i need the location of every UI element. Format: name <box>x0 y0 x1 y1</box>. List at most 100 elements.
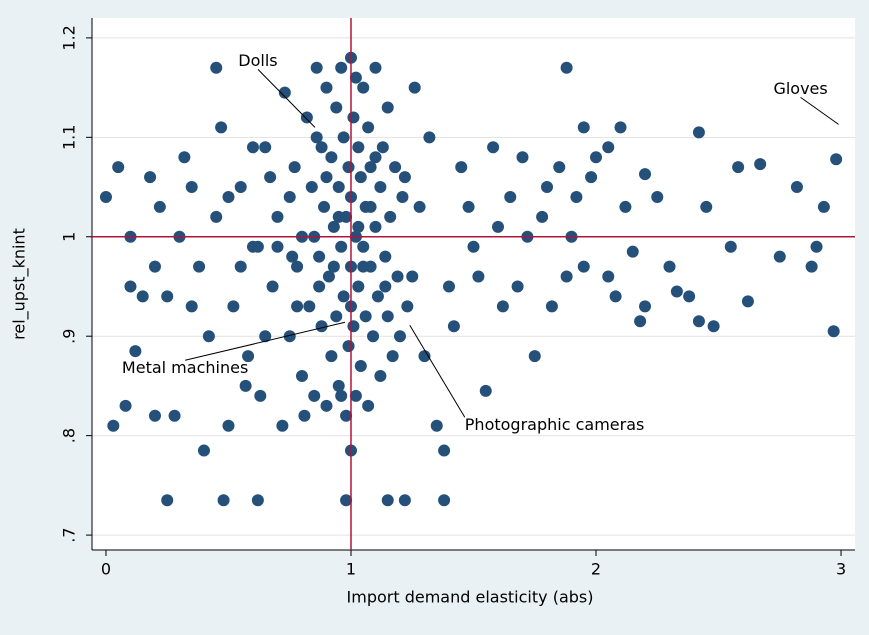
point <box>359 310 372 323</box>
point <box>325 151 338 164</box>
point <box>327 260 340 273</box>
point <box>379 250 392 263</box>
point <box>320 171 333 184</box>
point <box>447 320 460 333</box>
point <box>161 494 174 507</box>
point <box>352 220 365 233</box>
y-tick-label: 1.2 <box>60 25 79 50</box>
point <box>325 350 338 363</box>
point <box>455 161 468 174</box>
point <box>318 200 331 213</box>
point <box>197 444 210 457</box>
point <box>384 210 397 223</box>
point <box>327 220 340 233</box>
point <box>340 494 353 507</box>
point <box>347 320 360 333</box>
point <box>364 161 377 174</box>
point <box>511 280 524 293</box>
point <box>376 141 389 154</box>
point <box>283 190 296 203</box>
point <box>692 126 705 139</box>
point <box>337 290 350 303</box>
x-axis-label: Import demand elasticity (abs) <box>347 588 594 607</box>
y-tick-label: 1.1 <box>60 125 79 150</box>
point <box>283 330 296 343</box>
point <box>239 379 252 392</box>
point <box>374 369 387 382</box>
x-tick-label: 2 <box>591 560 601 579</box>
point <box>773 250 786 263</box>
point <box>438 444 451 457</box>
point <box>303 300 316 313</box>
point <box>266 280 279 293</box>
point <box>295 369 308 382</box>
point <box>386 350 399 363</box>
point <box>148 409 161 422</box>
point <box>332 210 345 223</box>
point <box>129 345 142 358</box>
point <box>626 245 639 258</box>
point <box>215 121 228 134</box>
point <box>349 71 362 84</box>
point <box>369 220 382 233</box>
point <box>320 81 333 94</box>
point <box>347 111 360 124</box>
point <box>364 200 377 213</box>
point <box>391 270 404 283</box>
point <box>790 181 803 194</box>
point <box>663 260 676 273</box>
point <box>614 121 627 134</box>
point <box>381 494 394 507</box>
point <box>202 330 215 343</box>
y-tick-label: 1 <box>60 232 79 242</box>
y-axis-label: rel_upst_knint <box>10 228 30 340</box>
point <box>570 190 583 203</box>
annotation: Gloves <box>773 79 827 98</box>
point <box>724 240 737 253</box>
point <box>246 141 259 154</box>
point <box>707 320 720 333</box>
point <box>305 181 318 194</box>
point <box>193 260 206 273</box>
point <box>144 171 157 184</box>
point <box>362 121 375 134</box>
plot-area <box>92 18 855 550</box>
annotation-leader <box>184 321 346 361</box>
point <box>389 161 402 174</box>
point <box>590 151 603 164</box>
point <box>442 280 455 293</box>
point <box>362 399 375 412</box>
point <box>639 168 652 181</box>
point <box>609 290 622 303</box>
point <box>423 131 436 144</box>
point <box>254 389 267 402</box>
point <box>210 61 223 74</box>
point <box>291 300 304 313</box>
point <box>320 399 333 412</box>
point <box>119 399 132 412</box>
point <box>107 419 120 432</box>
point <box>185 300 198 313</box>
point <box>313 250 326 263</box>
point <box>278 86 291 99</box>
point <box>227 300 240 313</box>
point <box>577 260 590 273</box>
point <box>560 61 573 74</box>
point <box>805 260 818 273</box>
point <box>367 330 380 343</box>
y-tick-label: .9 <box>60 329 79 344</box>
point <box>112 161 125 174</box>
point <box>242 350 255 363</box>
point <box>602 141 615 154</box>
point <box>467 240 480 253</box>
point <box>408 81 421 94</box>
point <box>401 300 414 313</box>
x-tick-label: 0 <box>101 560 111 579</box>
point <box>472 270 485 283</box>
point <box>396 190 409 203</box>
point <box>700 200 713 213</box>
point <box>487 141 500 154</box>
point <box>340 409 353 422</box>
point <box>342 161 355 174</box>
point <box>754 158 767 171</box>
